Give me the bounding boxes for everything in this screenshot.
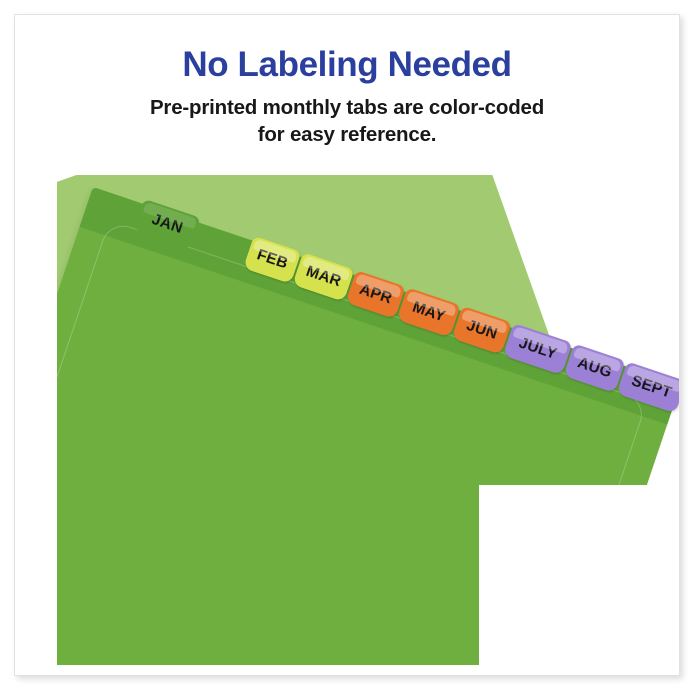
- subheadline-line-2: for easy reference.: [257, 122, 437, 146]
- photo-top-mask: [15, 15, 679, 175]
- headline-title: No Labeling Needed: [182, 45, 512, 84]
- month-tab-label: APR: [357, 280, 395, 308]
- month-tab-label: MAY: [410, 298, 448, 326]
- month-tab-label: MAR: [303, 262, 344, 291]
- marketing-headline-block: No Labeling Needed Pre-printed monthly t…: [15, 45, 679, 148]
- subheadline: Pre-printed monthly tabs are color-coded…: [112, 94, 582, 148]
- photo-corner-mask: [479, 485, 679, 675]
- month-tab-label: JAN: [149, 210, 185, 238]
- month-tab-label: JUN: [464, 316, 500, 343]
- month-tab-label: AUG: [575, 354, 614, 382]
- photo-frame: JANFEBMARAPRMAYJUNJULYAUGSEPTOCTNOVDEC N…: [14, 14, 680, 676]
- subheadline-line-1: Pre-printed monthly tabs are color-coded: [149, 95, 545, 119]
- photo-bottom-mask: [15, 665, 679, 675]
- month-tab-sept[interactable]: SEPT: [616, 361, 679, 414]
- month-tab-label: FEB: [254, 246, 291, 273]
- month-tab-label: JULY: [516, 334, 560, 363]
- month-tab-label: SEPT: [629, 372, 674, 402]
- product-photo-stage: JANFEBMARAPRMAYJUNJULYAUGSEPTOCTNOVDEC: [15, 15, 679, 675]
- month-tab-aug[interactable]: AUG: [563, 343, 626, 393]
- month-tab-july[interactable]: JULY: [502, 323, 573, 376]
